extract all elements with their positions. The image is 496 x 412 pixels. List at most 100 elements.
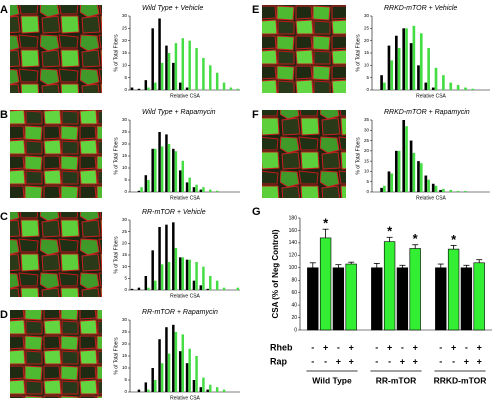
bar: [383, 82, 386, 90]
bar: [144, 382, 148, 392]
rap-sign: -: [311, 356, 314, 366]
bar: [202, 57, 205, 90]
group-label: Wild Type: [312, 375, 352, 385]
y-tick-label: 20: [364, 148, 370, 153]
chart-title: RR-mTOR + Rapamycin: [142, 309, 218, 316]
micrograph: [10, 110, 102, 198]
y-axis-label: % of Total Fibers: [355, 34, 361, 72]
bar: [167, 144, 171, 192]
significance-star: *: [413, 231, 419, 246]
bar: [209, 384, 212, 392]
bar: [390, 173, 394, 192]
bar: [195, 356, 198, 392]
bar: [185, 363, 189, 392]
bar: [151, 28, 154, 90]
bar: [447, 248, 460, 331]
y-tick-label: 25: [122, 329, 128, 334]
y-tick-label: 0: [366, 189, 369, 194]
bar: [387, 45, 391, 90]
bar: [195, 48, 198, 90]
bar: [332, 267, 345, 331]
bar: [158, 227, 161, 290]
y-tick-label: 0: [366, 87, 369, 92]
y-axis-label: CSA (% of Neg Control): [271, 229, 280, 318]
chart-title: Wild Type + Rapamycin: [142, 109, 216, 116]
bar: [380, 75, 383, 90]
bar: [456, 190, 460, 192]
bar: [460, 267, 473, 331]
bar: [449, 82, 453, 90]
bar: [215, 280, 219, 290]
rheb-sign: +: [477, 342, 482, 352]
bar: [442, 75, 445, 90]
bar: [449, 189, 453, 192]
bar: [154, 82, 157, 90]
y-tick-label: 25: [364, 138, 370, 143]
bar: [209, 65, 212, 90]
panel-letter: D: [0, 309, 8, 321]
bar: [215, 190, 219, 192]
bar: [185, 182, 189, 192]
bar: [380, 187, 383, 192]
micrograph: [262, 110, 346, 198]
bar: [383, 185, 386, 192]
y-tick-label: 25: [122, 26, 128, 31]
bar: [456, 85, 460, 90]
bar: [464, 87, 467, 90]
bar: [174, 248, 178, 290]
bar: [471, 88, 475, 90]
y-tick-label: 20: [122, 141, 128, 146]
bar: [417, 161, 420, 192]
bar: [174, 151, 178, 192]
chart-title: RRKD-mTOR + Vehicle: [384, 5, 457, 12]
bar: [165, 327, 168, 392]
y-tick-label: 80: [291, 278, 297, 284]
bar: [412, 152, 416, 192]
micrograph: [10, 5, 102, 93]
chart-title: RRKD-mTOR + Rapamycin: [384, 109, 470, 116]
y-tick-label: 160: [289, 228, 298, 234]
rap-sign: -: [388, 356, 391, 366]
bar: [409, 248, 421, 331]
bar: [140, 187, 143, 192]
bar: [412, 25, 416, 90]
y-tick-label: 35: [364, 117, 370, 122]
bar: [199, 387, 203, 392]
bar: [417, 65, 420, 90]
bar: [442, 188, 445, 192]
x-axis-label: Relative CSA: [170, 395, 200, 401]
bar: [387, 171, 391, 192]
rap-sign: +: [464, 356, 469, 366]
bar: [383, 241, 396, 331]
rheb-sign: -: [375, 342, 378, 352]
bar: [419, 163, 423, 192]
bar: [185, 259, 189, 290]
bar: [192, 280, 196, 290]
bar: [434, 185, 438, 192]
y-tick-label: 25: [364, 26, 370, 31]
bar: [165, 224, 168, 290]
bar: [192, 187, 196, 192]
y-tick-label: 15: [364, 158, 370, 163]
bar: [435, 267, 447, 331]
y-tick-label: 30: [122, 217, 128, 222]
bar: [174, 332, 178, 392]
bar: [151, 148, 154, 192]
y-tick-label: 180: [289, 215, 298, 221]
bar: [178, 257, 182, 290]
bar: [130, 87, 134, 90]
bar: [206, 288, 209, 290]
y-tick-label: 25: [122, 129, 128, 134]
bar: [199, 189, 203, 192]
bar: [424, 82, 428, 90]
row-label: Rheb: [270, 342, 293, 352]
y-tick-label: 5: [124, 75, 127, 80]
bar: [181, 334, 185, 392]
bar: [236, 287, 240, 290]
panel-letter: E: [252, 4, 259, 16]
bar: [137, 190, 141, 192]
rheb-sign: +: [349, 342, 354, 352]
y-tick-label: 5: [366, 75, 369, 80]
bar: [202, 266, 205, 290]
y-tick-label: 10: [122, 63, 128, 68]
